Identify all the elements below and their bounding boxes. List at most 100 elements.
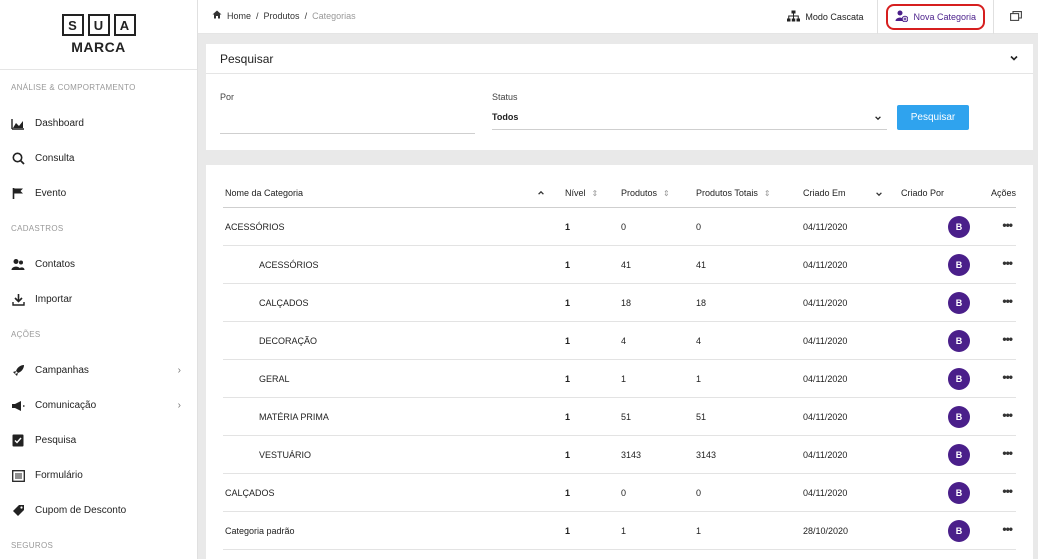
search-panel-header[interactable]: Pesquisar	[206, 44, 1033, 74]
cascade-mode-label: Modo Cascata	[805, 12, 864, 22]
chevron-right-icon: ›	[177, 365, 181, 376]
avatar[interactable]: B	[948, 216, 970, 238]
more-actions-icon[interactable]: •••	[1002, 408, 1013, 422]
sidebar-item-label: Pesquisa	[35, 435, 77, 446]
category-products: 1	[621, 374, 627, 384]
column-label: Nome da Categoria	[225, 188, 304, 198]
new-category-button[interactable]: Nova Categoria	[886, 4, 985, 30]
table-row[interactable]: ACESSÓRIOS 1 0 0 04/11/2020 B •••	[223, 208, 1016, 246]
sidebar-item-pesquisa[interactable]: Pesquisa	[0, 423, 197, 458]
sidebar-item-label: Cupom de Desconto	[35, 505, 127, 516]
table-row[interactable]: CALÇADOS 1 0 0 04/11/2020 B •••	[223, 474, 1016, 512]
add-user-icon	[895, 10, 909, 24]
sidebar-item-cupom[interactable]: Cupom de Desconto	[0, 493, 197, 528]
column-header-criado-em[interactable]: Criado Em	[803, 188, 846, 198]
category-name[interactable]: CALÇADOS	[225, 488, 275, 498]
sidebar-item-dashboard[interactable]: Dashboard	[0, 106, 197, 141]
sidebar-item-formulario[interactable]: Formulário	[0, 458, 197, 493]
avatar[interactable]: B	[948, 292, 970, 314]
more-actions-icon[interactable]: •••	[1002, 294, 1013, 308]
sort-desc-icon[interactable]	[875, 190, 883, 200]
sidebar-item-evento[interactable]: Evento	[0, 176, 197, 211]
avatar[interactable]: B	[948, 330, 970, 352]
column-label: Nível	[565, 188, 586, 198]
search-button[interactable]: Pesquisar	[897, 105, 969, 130]
more-actions-icon[interactable]: •••	[1002, 218, 1013, 232]
category-name[interactable]: MATÉRIA PRIMA	[259, 412, 329, 422]
breadcrumb-home[interactable]: Home	[227, 10, 252, 21]
column-header-produtos[interactable]: Produtos ⇕	[621, 188, 670, 198]
avatar[interactable]: B	[948, 482, 970, 504]
avatar[interactable]: B	[948, 520, 970, 542]
rocket-icon	[11, 364, 25, 378]
category-level: 1	[565, 222, 571, 232]
table-row[interactable]: ACESSÓRIOS 1 41 41 04/11/2020 B •••	[223, 246, 1016, 284]
table-row[interactable]: Categoria padrão 1 1 1 28/10/2020 B •••	[223, 512, 1016, 550]
more-actions-icon[interactable]: •••	[1002, 370, 1013, 384]
cascade-mode-button[interactable]: Modo Cascata	[773, 0, 877, 34]
sidebar-item-campanhas[interactable]: Campanhas ›	[0, 353, 197, 388]
category-level: 1	[565, 526, 571, 536]
status-select[interactable]: Todos	[492, 112, 519, 122]
new-window-button[interactable]	[994, 0, 1038, 34]
avatar[interactable]: B	[948, 368, 970, 390]
sidebar-item-label: Comunicação	[35, 400, 97, 411]
sidebar-item-consulta[interactable]: Consulta	[0, 141, 197, 176]
more-actions-icon[interactable]: •••	[1002, 484, 1013, 498]
survey-icon	[11, 434, 25, 448]
column-header-nivel[interactable]: Nível ⇕	[565, 188, 598, 198]
category-name[interactable]: VESTUÁRIO	[259, 450, 312, 460]
sidebar: S U A MARCA ANÁLISE & COMPORTAMENTO Dash…	[0, 0, 198, 559]
category-level: 1	[565, 488, 571, 498]
more-actions-icon[interactable]: •••	[1002, 256, 1013, 270]
category-name[interactable]: ACESSÓRIOS	[225, 222, 285, 232]
sort-icon: ⇕	[763, 188, 771, 198]
sidebar-item-label: Contatos	[35, 259, 76, 270]
contacts-icon	[11, 258, 25, 272]
sidebar-item-contatos[interactable]: Contatos	[0, 247, 197, 282]
avatar[interactable]: B	[948, 254, 970, 276]
column-header-produtos-totais[interactable]: Produtos Totais ⇕	[696, 188, 771, 198]
sidebar-item-importar[interactable]: Importar	[0, 282, 197, 317]
category-name[interactable]: Categoria padrão	[225, 526, 295, 536]
table-row[interactable]: CALÇADOS 1 18 18 04/11/2020 B •••	[223, 284, 1016, 322]
search-panel-title: Pesquisar	[220, 51, 274, 66]
table-row[interactable]: VESTUÁRIO 1 3143 3143 04/11/2020 B •••	[223, 436, 1016, 474]
category-name[interactable]: ACESSÓRIOS	[259, 260, 319, 270]
brand-logo[interactable]: S U A MARCA	[0, 0, 197, 70]
category-products: 51	[621, 412, 632, 422]
category-level: 1	[565, 412, 571, 422]
window-restore-icon	[1010, 10, 1022, 24]
sort-asc-icon[interactable]	[537, 189, 545, 199]
download-icon	[11, 293, 25, 307]
chevron-right-icon: ›	[177, 400, 181, 411]
category-level: 1	[565, 298, 571, 308]
logo-word: MARCA	[71, 39, 126, 55]
category-created-at: 04/11/2020	[803, 412, 848, 422]
home-icon[interactable]	[212, 10, 222, 21]
category-name[interactable]: DECORAÇÃO	[259, 336, 318, 346]
sidebar-item-label: Dashboard	[35, 118, 84, 129]
table-row[interactable]: DECORAÇÃO 1 4 4 04/11/2020 B •••	[223, 322, 1016, 360]
column-header-nome[interactable]: Nome da Categoria	[225, 188, 303, 198]
more-actions-icon[interactable]: •••	[1002, 332, 1013, 346]
category-total-products: 1	[696, 526, 702, 536]
megaphone-icon	[11, 399, 25, 413]
category-name[interactable]: GERAL	[259, 374, 290, 384]
table-row[interactable]: MATÉRIA PRIMA 1 51 51 04/11/2020 B •••	[223, 398, 1016, 436]
chevron-down-icon[interactable]	[1009, 52, 1019, 66]
category-products: 18	[621, 298, 632, 308]
avatar[interactable]: B	[948, 444, 970, 466]
category-products: 4	[621, 336, 627, 346]
status-select-underline	[492, 129, 887, 130]
sidebar-item-comunicacao[interactable]: Comunicação ›	[0, 388, 197, 423]
avatar[interactable]: B	[948, 406, 970, 428]
category-name[interactable]: CALÇADOS	[259, 298, 309, 308]
table-row[interactable]: GERAL 1 1 1 04/11/2020 B •••	[223, 360, 1016, 398]
more-actions-icon[interactable]: •••	[1002, 522, 1013, 536]
breadcrumb-produtos[interactable]: Produtos	[263, 10, 300, 21]
more-actions-icon[interactable]: •••	[1002, 446, 1013, 460]
chevron-down-icon[interactable]	[874, 114, 882, 125]
category-total-products: 0	[696, 222, 702, 232]
column-header-acoes: Ações	[991, 188, 1016, 198]
